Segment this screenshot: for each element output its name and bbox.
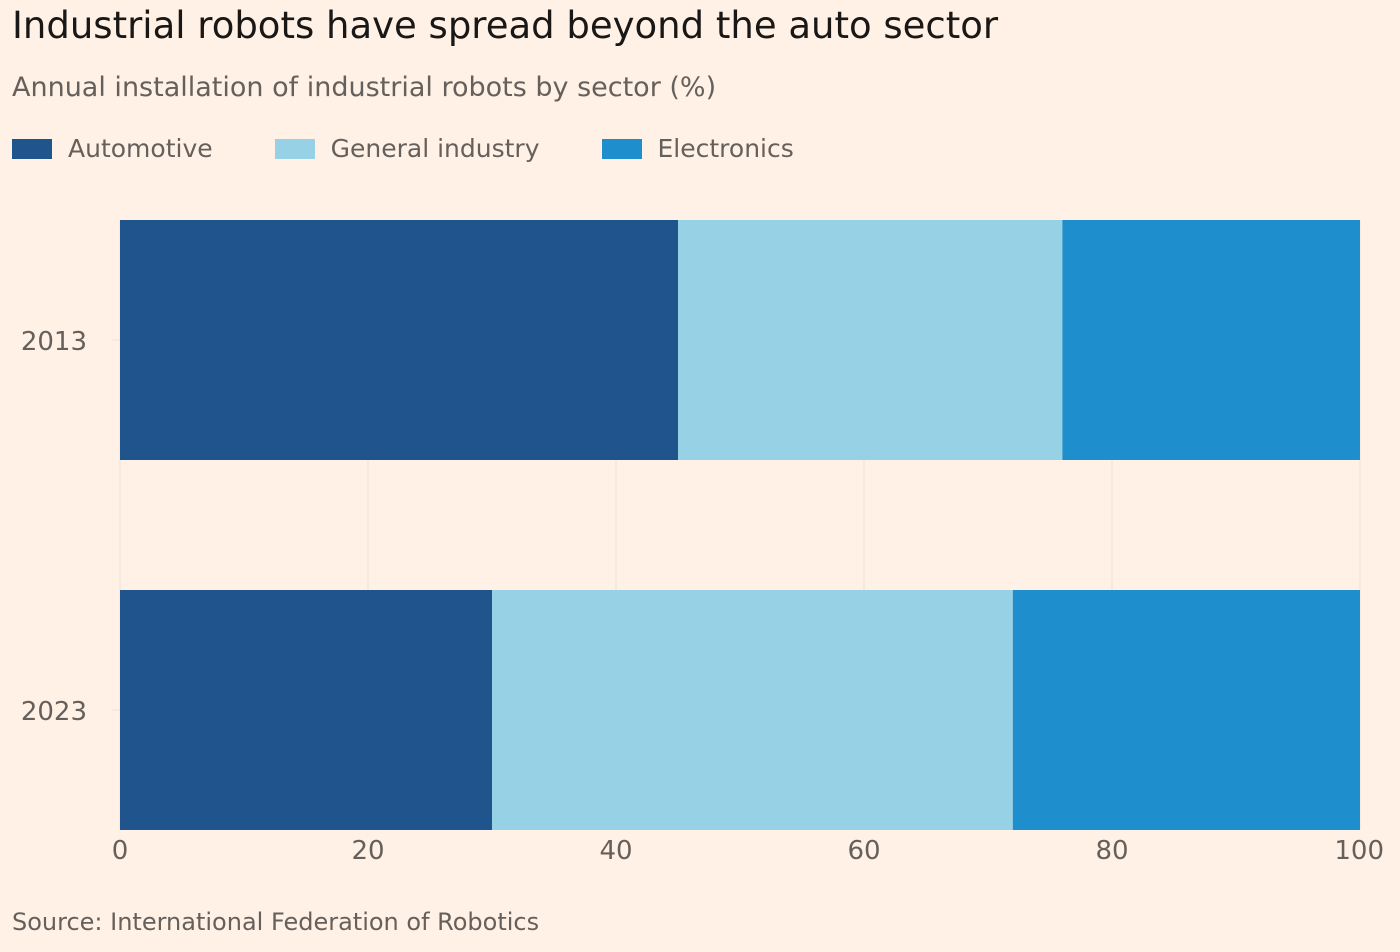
bar-2013-electronics xyxy=(1062,220,1360,460)
legend: Automotive General industry Electronics xyxy=(12,134,856,163)
source-note: Source: International Federation of Robo… xyxy=(12,908,540,936)
x-tick-label-40: 40 xyxy=(599,836,632,866)
legend-label-automotive: Automotive xyxy=(68,134,213,163)
x-tick-label-0: 0 xyxy=(112,836,129,866)
x-tick-label-20: 20 xyxy=(351,836,384,866)
x-tick-label-100: 100 xyxy=(1334,836,1384,866)
bar-2023-general-industry xyxy=(492,590,1013,830)
chart-subtitle: Annual installation of industrial robots… xyxy=(12,72,717,103)
x-tick-label-60: 60 xyxy=(847,836,880,866)
legend-swatch-electronics xyxy=(601,138,642,159)
bar-2013-general-industry xyxy=(678,220,1063,460)
legend-swatch-general-industry xyxy=(274,138,315,159)
y-tick-label-2023: 2023 xyxy=(21,697,87,727)
bar-2023-automotive xyxy=(120,590,492,830)
legend-swatch-automotive xyxy=(12,138,52,159)
x-tick-label-80: 80 xyxy=(1095,836,1128,866)
legend-item-electronics: Electronics xyxy=(601,134,794,163)
bar-2013-automotive xyxy=(120,220,678,460)
y-tick-label-2013: 2013 xyxy=(21,327,87,357)
legend-item-automotive: Automotive xyxy=(12,134,213,163)
legend-label-electronics: Electronics xyxy=(657,134,794,163)
legend-label-general-industry: General industry xyxy=(330,134,540,163)
chart-title: Industrial robots have spread beyond the… xyxy=(12,4,999,47)
bar-2023-electronics xyxy=(1012,590,1360,830)
legend-item-general-industry: General industry xyxy=(274,134,540,163)
